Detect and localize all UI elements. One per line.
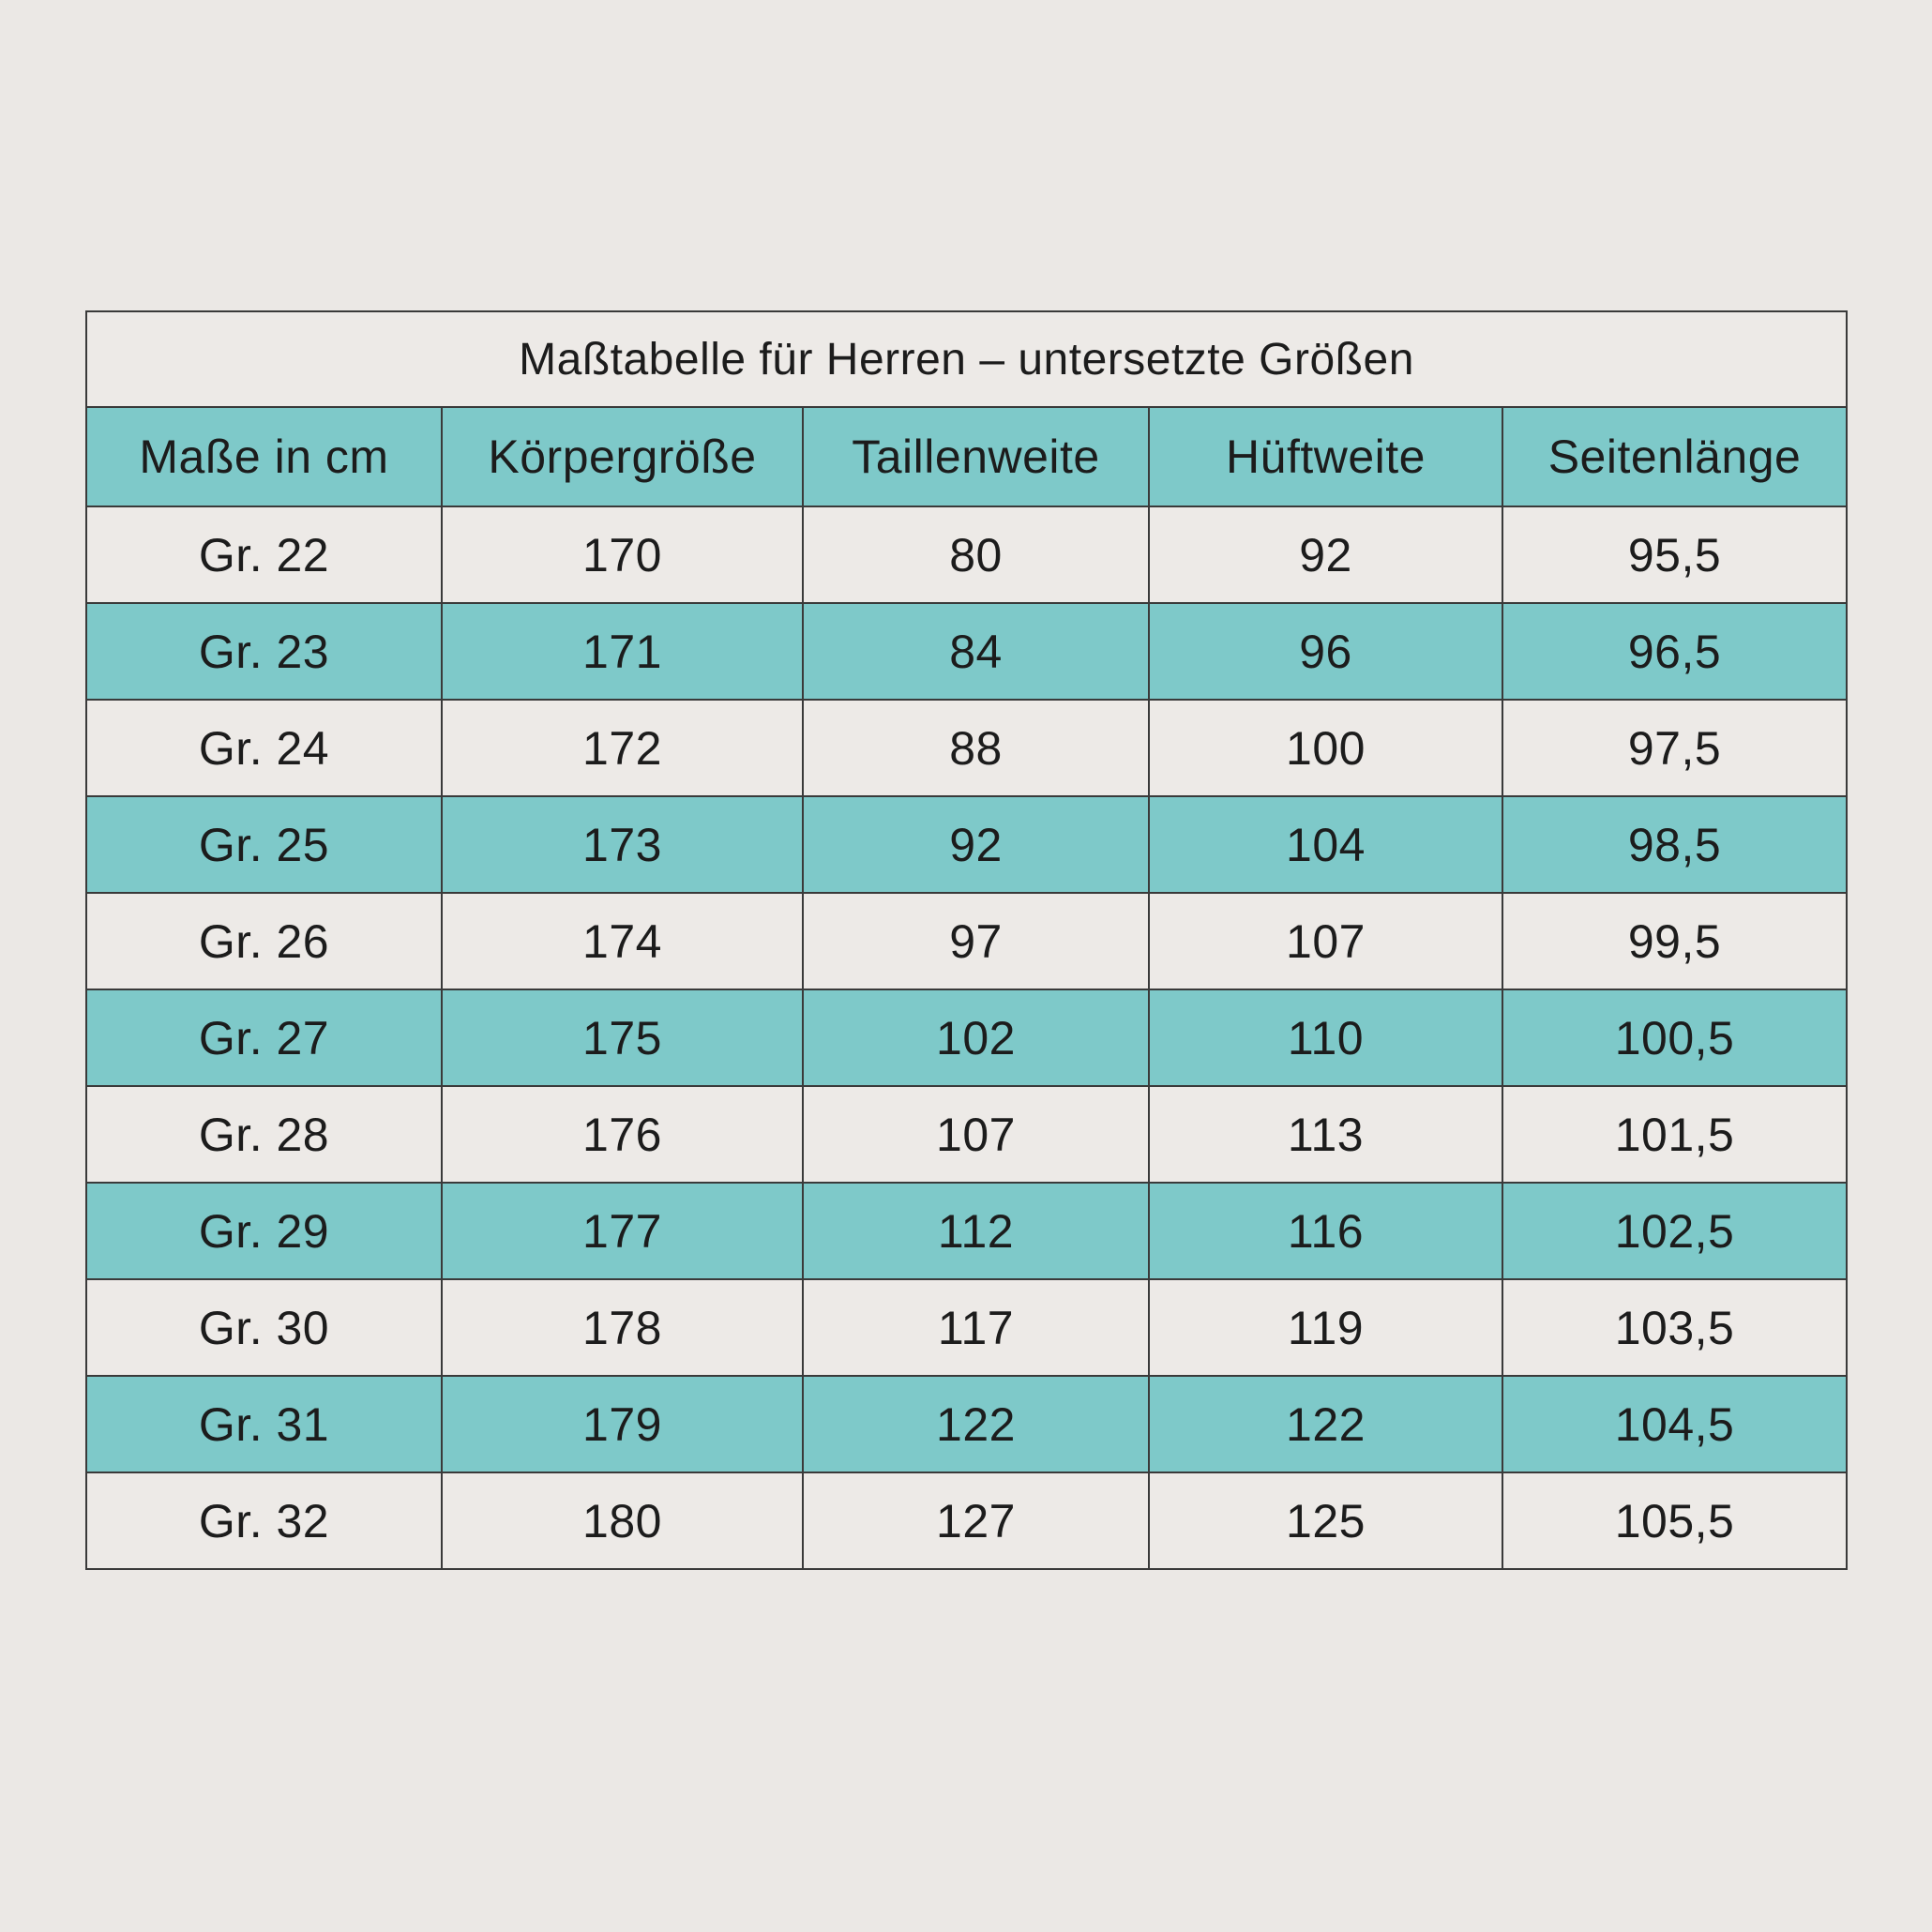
- table-cell: 97,5: [1501, 699, 1849, 797]
- table-cell: 88: [802, 699, 1150, 797]
- table-row: Gr. 32 180 127 125 105,5: [85, 1472, 1849, 1570]
- table-cell: 97: [802, 892, 1150, 990]
- row-label: Gr. 24: [85, 699, 443, 797]
- row-label: Gr. 29: [85, 1182, 443, 1280]
- column-header-koerpergroesse: Körpergröße: [441, 406, 804, 507]
- table-cell: 104: [1148, 795, 1503, 894]
- table-cell: 104,5: [1501, 1375, 1849, 1473]
- row-label: Gr. 26: [85, 892, 443, 990]
- table-cell: 172: [441, 699, 804, 797]
- table-cell: 105,5: [1501, 1472, 1849, 1570]
- table-cell: 102,5: [1501, 1182, 1849, 1280]
- table-row: Gr. 22 170 80 92 95,5: [85, 506, 1849, 604]
- table-row: Gr. 28 176 107 113 101,5: [85, 1085, 1849, 1184]
- table-cell: 176: [441, 1085, 804, 1184]
- table-cell: 177: [441, 1182, 804, 1280]
- table-cell: 80: [802, 506, 1150, 604]
- table-cell: 99,5: [1501, 892, 1849, 990]
- table-cell: 122: [802, 1375, 1150, 1473]
- table-row: Gr. 26 174 97 107 99,5: [85, 892, 1849, 990]
- table-cell: 171: [441, 602, 804, 701]
- row-label: Gr. 23: [85, 602, 443, 701]
- column-header-taillenweite: Taillenweite: [802, 406, 1150, 507]
- table-cell: 100: [1148, 699, 1503, 797]
- table-cell: 178: [441, 1278, 804, 1377]
- table-cell: 170: [441, 506, 804, 604]
- table-cell: 102: [802, 989, 1150, 1087]
- table-cell: 127: [802, 1472, 1150, 1570]
- table-cell: 179: [441, 1375, 804, 1473]
- row-label: Gr. 28: [85, 1085, 443, 1184]
- table-row: Gr. 25 173 92 104 98,5: [85, 795, 1849, 894]
- table-cell: 122: [1148, 1375, 1503, 1473]
- row-label: Gr. 32: [85, 1472, 443, 1570]
- table-cell: 112: [802, 1182, 1150, 1280]
- table-cell: 117: [802, 1278, 1150, 1377]
- table-cell: 98,5: [1501, 795, 1849, 894]
- table-row: Gr. 29 177 112 116 102,5: [85, 1182, 1849, 1280]
- table-cell: 101,5: [1501, 1085, 1849, 1184]
- table-cell: 119: [1148, 1278, 1503, 1377]
- table-cell: 113: [1148, 1085, 1503, 1184]
- table-header-row: Maße in cm Körpergröße Taillenweite Hüft…: [85, 406, 1849, 507]
- table-cell: 125: [1148, 1472, 1503, 1570]
- row-label: Gr. 30: [85, 1278, 443, 1377]
- table-cell: 174: [441, 892, 804, 990]
- table-cell: 107: [1148, 892, 1503, 990]
- table-cell: 116: [1148, 1182, 1503, 1280]
- column-header-masse: Maße in cm: [85, 406, 443, 507]
- size-chart-table: Maßtabelle für Herren – untersetzte Größ…: [84, 310, 1849, 1570]
- table-title: Maßtabelle für Herren – untersetzte Größ…: [84, 310, 1849, 408]
- table-cell: 100,5: [1501, 989, 1849, 1087]
- table-cell: 180: [441, 1472, 804, 1570]
- size-chart: Maßtabelle für Herren – untersetzte Größ…: [84, 310, 1849, 1570]
- column-header-seitenlaenge: Seitenlänge: [1501, 406, 1849, 507]
- table-cell: 96,5: [1501, 602, 1849, 701]
- table-title-row: Maßtabelle für Herren – untersetzte Größ…: [84, 310, 1849, 408]
- table-cell: 103,5: [1501, 1278, 1849, 1377]
- table-cell: 84: [802, 602, 1150, 701]
- table-row: Gr. 24 172 88 100 97,5: [85, 699, 1849, 797]
- table-cell: 92: [1148, 506, 1503, 604]
- column-header-hueftweite: Hüftweite: [1148, 406, 1503, 507]
- table-cell: 107: [802, 1085, 1150, 1184]
- table-row: Gr. 31 179 122 122 104,5: [85, 1375, 1849, 1473]
- table-row: Gr. 23 171 84 96 96,5: [85, 602, 1849, 701]
- row-label: Gr. 25: [85, 795, 443, 894]
- table-cell: 96: [1148, 602, 1503, 701]
- row-label: Gr. 31: [85, 1375, 443, 1473]
- table-cell: 173: [441, 795, 804, 894]
- table-row: Gr. 27 175 102 110 100,5: [85, 989, 1849, 1087]
- table-cell: 95,5: [1501, 506, 1849, 604]
- table-cell: 92: [802, 795, 1150, 894]
- table-row: Gr. 30 178 117 119 103,5: [85, 1278, 1849, 1377]
- row-label: Gr. 27: [85, 989, 443, 1087]
- table-cell: 110: [1148, 989, 1503, 1087]
- table-cell: 175: [441, 989, 804, 1087]
- row-label: Gr. 22: [85, 506, 443, 604]
